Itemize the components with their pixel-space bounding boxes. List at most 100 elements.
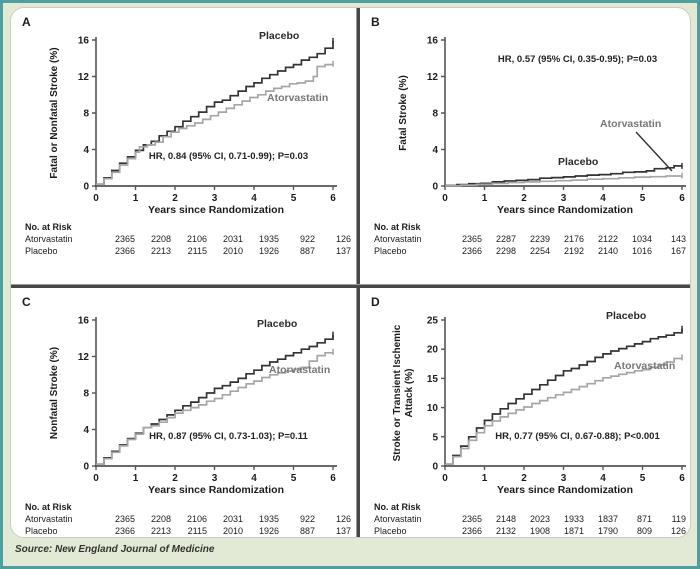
risk-count: 1926 [258, 526, 279, 536]
x-tick-label: 0 [442, 473, 448, 484]
panel-letter: A [22, 15, 31, 29]
risk-row-placebo: Placebo 2366 2213 2115 2010 1926 887 137 [25, 246, 351, 256]
no-at-risk-table: No. at Risk Atorvastatin 2365 2287 2239 217… [374, 222, 686, 256]
risk-counts: 2366 2213 2115 2010 1926 887 137 [99, 246, 351, 256]
x-tick-label: 4 [251, 473, 257, 484]
risk-count: 922 [299, 514, 315, 524]
risk-counts: 2366 2213 2115 2010 1926 887 137 [99, 526, 351, 536]
risk-count: 2365 [461, 234, 482, 244]
risk-count: 2023 [529, 514, 550, 524]
risk-count: 1837 [597, 514, 618, 524]
panel-D: D Stroke or Transient Ischemic Attack (%… [360, 288, 690, 537]
y-tick-label: 4 [432, 145, 438, 156]
y-tick-label: 12 [78, 72, 90, 83]
risk-count: 2122 [597, 234, 618, 244]
no-at-risk-table: No. at Risk Atorvastatin 2365 2148 2023 193… [374, 502, 686, 536]
risk-count: 2365 [114, 514, 135, 524]
km-curve-placebo [96, 40, 334, 186]
risk-header: No. at Risk [374, 502, 421, 512]
panel-divider-vertical [357, 8, 360, 537]
source-attribution: Source: New England Journal of Medicine [15, 544, 215, 555]
risk-counts: 2365 2287 2239 2176 2122 1034 143 [448, 234, 686, 244]
x-tick-label: 1 [482, 473, 488, 484]
x-tick-label: 3 [212, 473, 218, 484]
risk-row-label: Placebo [374, 526, 407, 536]
risk-count: 887 [299, 526, 315, 536]
risk-count: 2298 [495, 246, 516, 256]
risk-count: 2213 [150, 526, 171, 536]
risk-count: 1935 [258, 514, 279, 524]
risk-count: 2366 [114, 246, 135, 256]
risk-count: 1790 [597, 526, 618, 536]
risk-count: 2115 [187, 246, 207, 256]
risk-counts: 2366 2298 2254 2192 2140 1016 167 [448, 246, 686, 256]
risk-count: 137 [335, 526, 351, 536]
km-curve-placebo [96, 334, 334, 466]
risk-row-label: Atorvastatin [374, 234, 422, 244]
km-curve-atorvastatin [96, 351, 334, 466]
panel-C: C Nonfatal Stroke (%) 0 4 8 12 16 0 1 2 3 4 5 6 HR,… [11, 288, 357, 537]
x-tick-label: 5 [291, 193, 297, 204]
risk-count: 2192 [563, 246, 584, 256]
risk-count: 2031 [222, 514, 243, 524]
series-label-atorvastatin: Atorvastatin [269, 364, 331, 376]
y-tick-label: 12 [78, 352, 90, 363]
risk-count: 2365 [461, 514, 482, 524]
y-tick-label: 8 [432, 109, 438, 120]
risk-count: 126 [335, 234, 351, 244]
panel-letter: C [22, 295, 31, 309]
x-tick-label: 5 [640, 473, 646, 484]
no-at-risk-table: No. at Risk Atorvastatin 2365 2208 2106 203… [25, 222, 351, 256]
y-tick-label: 0 [432, 182, 438, 193]
risk-row-label: Placebo [25, 526, 58, 536]
x-tick-label: 2 [172, 193, 178, 204]
risk-count: 2287 [495, 234, 516, 244]
x-tick-label: 1 [482, 193, 488, 204]
risk-row-atorvastatin: Atorvastatin 2365 2208 2106 2031 1935 922 126 [25, 234, 351, 244]
x-axis-title: Years since Randomization [497, 484, 633, 496]
risk-count: 119 [671, 514, 686, 524]
x-tick-label: 0 [442, 193, 448, 204]
risk-count: 2176 [563, 234, 584, 244]
risk-count: 1908 [529, 526, 550, 536]
risk-count: 871 [636, 514, 652, 524]
y-tick-label: 0 [432, 462, 438, 473]
risk-count: 2208 [150, 234, 171, 244]
km-curve-placebo [445, 165, 682, 187]
no-at-risk-table: No. at Risk Atorvastatin 2365 2208 2106 203… [25, 502, 351, 536]
risk-header: No. at Risk [25, 222, 72, 232]
risk-row-label: Placebo [374, 246, 407, 256]
x-tick-label: 1 [133, 193, 139, 204]
x-axis-title: Years since Randomization [148, 484, 284, 496]
risk-row-atorvastatin: Atorvastatin 2365 2208 2106 2031 1935 922 126 [25, 514, 351, 524]
panel-A: A Fatal or Nonfatal Stroke (%) 0 4 8 12 16 0 1… [11, 8, 357, 285]
risk-count: 143 [670, 234, 686, 244]
risk-row-atorvastatin: Atorvastatin 2365 2287 2239 2176 2122 1034 143 [374, 234, 686, 244]
risk-count: 1871 [563, 526, 584, 536]
km-curve-atorvastatin [96, 63, 334, 186]
x-tick-label: 2 [521, 193, 527, 204]
series-label-placebo: Placebo [259, 30, 300, 42]
series-label-placebo: Placebo [257, 318, 298, 330]
risk-count: 2366 [114, 526, 135, 536]
risk-row-label: Atorvastatin [25, 234, 73, 244]
y-tick-label: 0 [83, 182, 89, 193]
x-tick-label: 2 [172, 473, 178, 484]
panel-letter: B [371, 15, 380, 29]
risk-count: 1926 [258, 246, 279, 256]
risk-count: 2140 [597, 246, 618, 256]
risk-count: 1034 [631, 234, 652, 244]
risk-counts: 2365 2208 2106 2031 1935 922 126 [99, 234, 351, 244]
x-tick-label: 3 [561, 193, 567, 204]
x-tick-label: 4 [600, 193, 606, 204]
risk-count: 2208 [150, 514, 171, 524]
y-tick-label: 4 [83, 145, 89, 156]
y-tick-label: 15 [427, 374, 439, 385]
risk-count: 2365 [114, 234, 135, 244]
risk-count: 137 [335, 246, 351, 256]
risk-header: No. at Risk [25, 502, 72, 512]
risk-count: 126 [335, 514, 351, 524]
